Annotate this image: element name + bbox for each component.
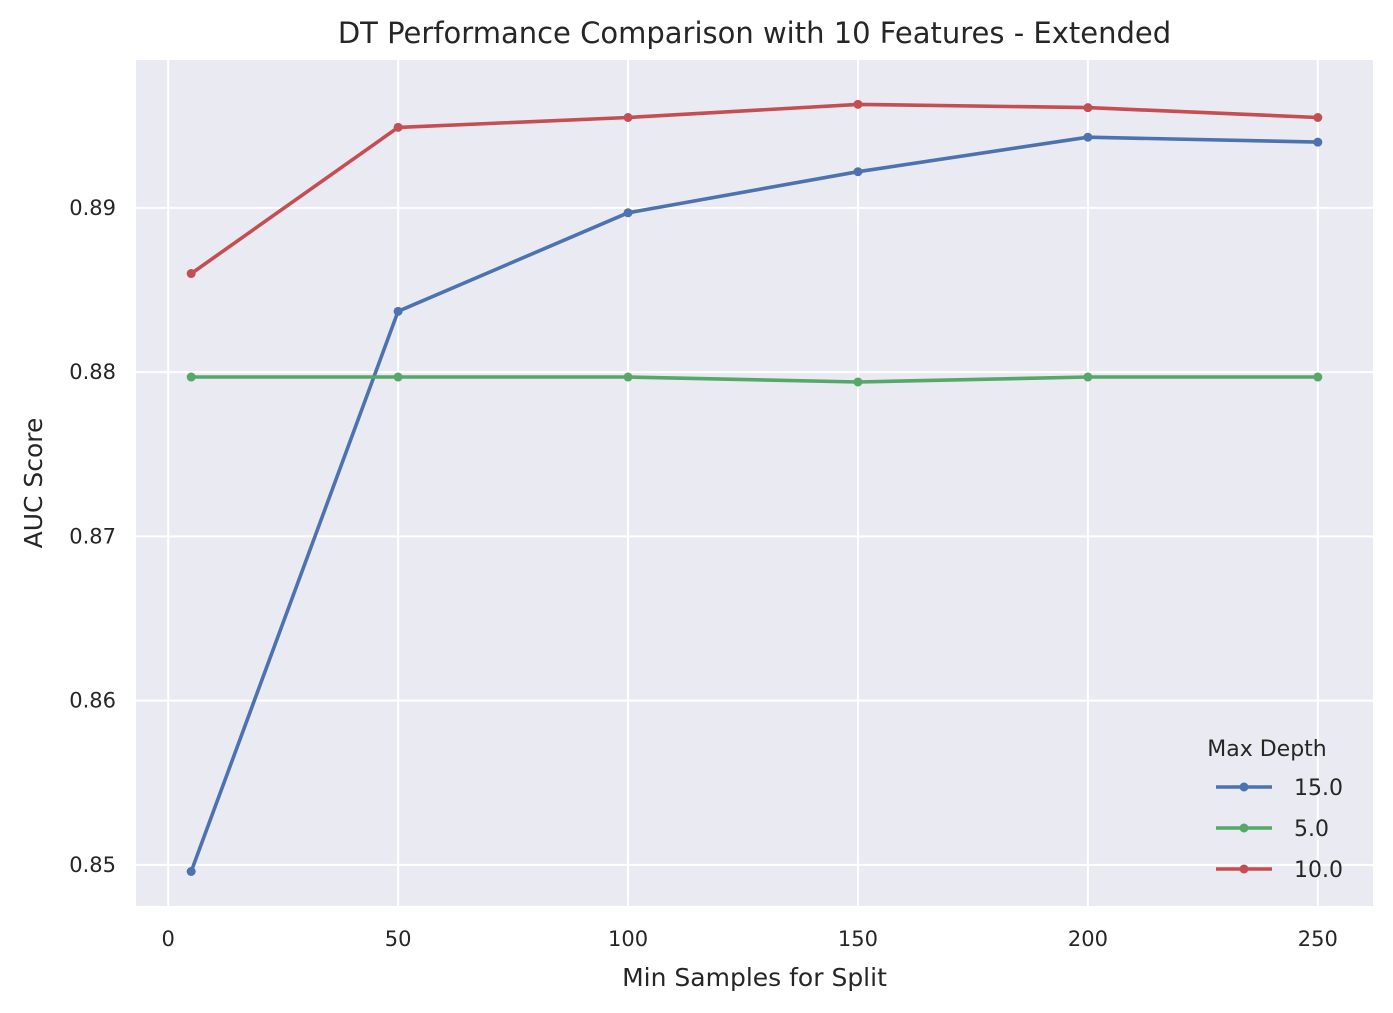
x-tick-label: 100 <box>608 927 648 951</box>
data-point <box>1313 112 1323 122</box>
y-tick-label: 0.87 <box>69 524 116 548</box>
data-point <box>623 372 633 382</box>
chart-title: DT Performance Comparison with 10 Featur… <box>338 16 1171 50</box>
series-layer <box>186 99 1323 877</box>
data-point <box>623 112 633 122</box>
legend-marker <box>1239 823 1249 833</box>
data-point <box>623 208 633 218</box>
legend-item: 5.0 <box>1216 817 1329 842</box>
series-10.0 <box>186 99 1323 279</box>
legend-item: 10.0 <box>1216 858 1343 883</box>
data-point <box>186 372 196 382</box>
data-point <box>186 269 196 279</box>
data-point <box>1083 132 1093 142</box>
legend: Max Depth 15.0 5.0 10.0 <box>1207 737 1343 883</box>
y-tick-label: 0.85 <box>69 853 116 877</box>
y-axis-label: AUC Score <box>19 418 48 549</box>
series-line <box>189 102 1320 276</box>
x-tick-label: 200 <box>1068 927 1108 951</box>
y-tick-label: 0.86 <box>69 689 116 713</box>
data-point <box>1313 372 1323 382</box>
series-line <box>189 135 1320 874</box>
legend-title: Max Depth <box>1207 737 1327 762</box>
legend-label: 10.0 <box>1294 858 1343 883</box>
legend-item: 15.0 <box>1216 776 1343 801</box>
x-tick-label: 50 <box>385 927 412 951</box>
data-point <box>853 99 863 109</box>
x-tick-label: 250 <box>1298 927 1338 951</box>
y-tick-label: 0.89 <box>69 196 116 220</box>
plot-area <box>136 60 1373 906</box>
x-tick-label: 0 <box>162 927 175 951</box>
legend-label: 15.0 <box>1294 776 1343 801</box>
data-point <box>1083 103 1093 113</box>
x-tick-label: 150 <box>838 927 878 951</box>
legend-marker <box>1239 864 1249 874</box>
data-point <box>853 377 863 387</box>
grid <box>136 60 1373 906</box>
y-axis-ticks: 0.85 0.86 0.87 0.88 0.89 <box>69 196 116 877</box>
data-point <box>393 372 403 382</box>
series-5.0 <box>186 372 1323 387</box>
x-axis-ticks: 0 50 100 150 200 250 <box>162 927 1338 951</box>
legend-marker <box>1239 782 1249 792</box>
data-point <box>393 306 403 316</box>
data-point <box>393 122 403 132</box>
data-point <box>1313 137 1323 147</box>
x-axis-label: Min Samples for Split <box>622 963 887 992</box>
y-tick-label: 0.88 <box>69 360 116 384</box>
legend-label: 5.0 <box>1294 817 1329 842</box>
data-point <box>1083 372 1093 382</box>
data-point <box>186 867 196 877</box>
series-line <box>189 375 1320 384</box>
data-point <box>853 167 863 177</box>
series-15.0 <box>186 132 1323 877</box>
